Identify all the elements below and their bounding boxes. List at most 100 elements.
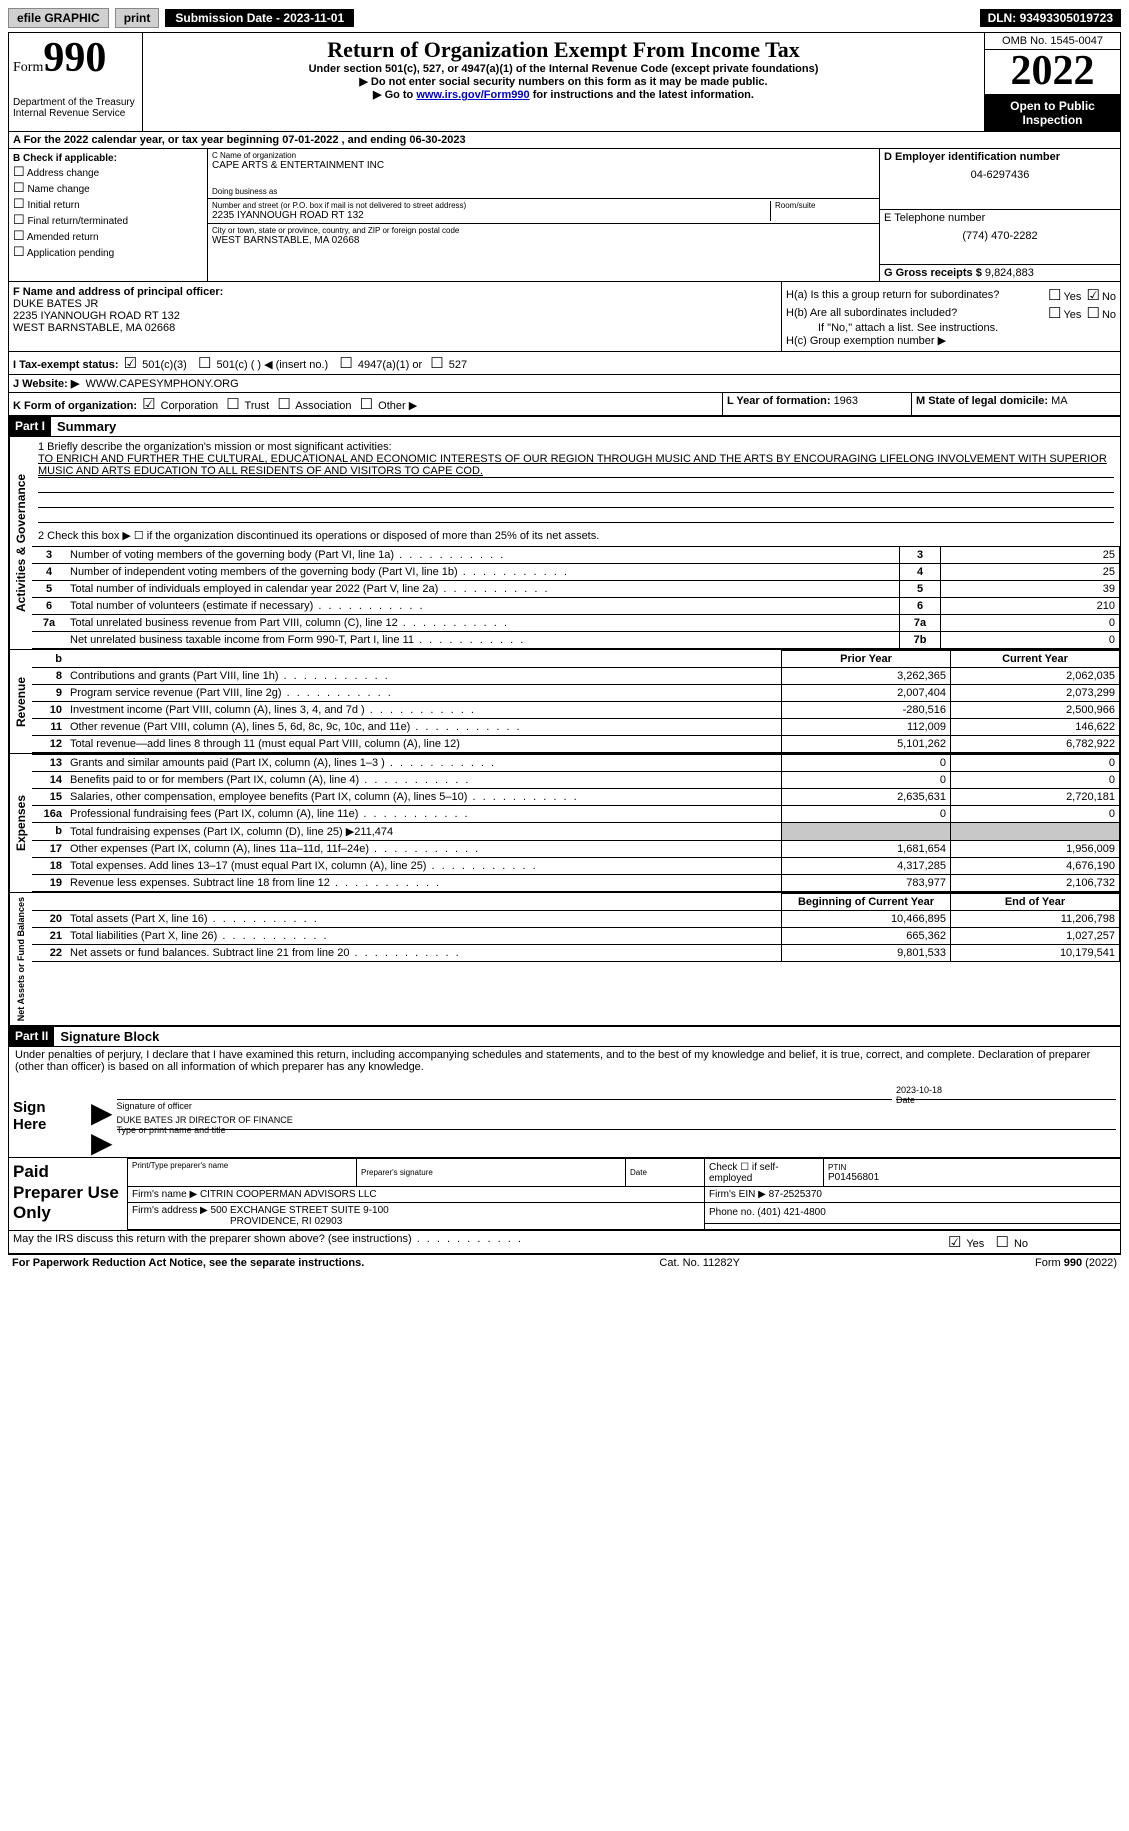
hb-no-cb[interactable]: ☐ [1086,305,1099,322]
g-gross-value: 9,824,883 [985,267,1034,279]
efile-badge: efile GRAPHIC [8,8,109,28]
cb-assoc[interactable]: ☐ [277,396,290,413]
header-left: Form990 Department of the Treasury Inter… [9,33,143,131]
note-link-pre: ▶ Go to [373,89,416,101]
f-street: 2235 IYANNOUGH ROAD RT 132 [13,310,777,322]
officer-printed-name: DUKE BATES JR DIRECTOR OF FINANCE Type o… [117,1129,1116,1153]
officer-name-value: DUKE BATES JR DIRECTOR OF FINANCE [117,1115,1116,1125]
vtab-expenses: Expenses [9,754,32,892]
part2-title: Signature Block [54,1027,165,1046]
room-label: Room/suite [775,201,875,210]
section-activities-governance: Activities & Governance 1 Briefly descri… [9,437,1120,650]
officer-h-block: F Name and address of principal officer:… [9,282,1120,352]
footer-right: Form 990 (2022) [1035,1257,1117,1269]
cb-other[interactable]: ☐ [360,396,373,413]
form-title: Return of Organization Exempt From Incom… [147,37,980,63]
netassets-table: Beginning of Current YearEnd of Year 20T… [32,893,1120,962]
i-label: I Tax-exempt status: [13,359,119,371]
footer-left: For Paperwork Reduction Act Notice, see … [12,1257,364,1269]
table-row: 7aTotal unrelated business revenue from … [32,615,1120,632]
part1-tag: Part I [9,417,51,436]
cb-corp[interactable]: ☑ [142,396,155,413]
f-label: F Name and address of principal officer: [13,286,777,298]
table-row: 15Salaries, other compensation, employee… [32,789,1120,806]
vtab-activities: Activities & Governance [9,437,32,649]
d-ein-value: 04-6297436 [884,169,1116,181]
cb-application-pending[interactable]: ☐ Application pending [13,244,203,260]
cb-501c[interactable]: ☐ [198,355,211,372]
cb-address-change[interactable]: ☐ Address change [13,164,203,180]
l-value: 1963 [834,395,858,407]
street-label: Number and street (or P.O. box if mail i… [212,201,770,210]
entity-block: B Check if applicable: ☐ Address change … [9,149,1120,282]
table-row: 18Total expenses. Add lines 13–17 (must … [32,858,1120,875]
section-revenue: Revenue bPrior YearCurrent Year 8Contrib… [9,650,1120,754]
table-row: 20Total assets (Part X, line 16)10,466,8… [32,911,1120,928]
table-row: 9Program service revenue (Part VIII, lin… [32,685,1120,702]
mission-blank-1 [38,478,1114,493]
table-row: bTotal fundraising expenses (Part IX, co… [32,823,1120,841]
discuss-no-cb[interactable]: ☐ [995,1234,1008,1251]
arrow-icon: ▶ [91,1103,113,1123]
hb-yes-cb[interactable]: ☐ [1048,305,1061,322]
city-label: City or town, state or province, country… [212,226,875,235]
cb-527[interactable]: ☐ [430,355,443,372]
cb-trust[interactable]: ☐ [226,396,239,413]
table-row: 16aProfessional fundraising fees (Part I… [32,806,1120,823]
cb-amended-return[interactable]: ☐ Amended return [13,228,203,244]
note-link: ▶ Go to www.irs.gov/Form990 for instruct… [147,88,980,101]
cb-initial-return[interactable]: ☐ Initial return [13,196,203,212]
ha-yes-cb[interactable]: ☐ [1048,287,1061,304]
table-row: 17Other expenses (Part IX, column (A), l… [32,841,1120,858]
checkbox-icon: ☐ [13,244,25,259]
cb-4947[interactable]: ☐ [339,355,352,372]
form-word: Form [13,60,43,75]
print-button[interactable]: print [115,8,160,28]
cb-final-return[interactable]: ☐ Final return/terminated [13,212,203,228]
j-label: J Website: ▶ [13,378,79,390]
org-name: CAPE ARTS & ENTERTAINMENT INC [212,160,875,171]
sign-here-label: Sign Here [9,1075,87,1157]
b-label: B Check if applicable: [13,153,203,164]
checkbox-icon: ☐ [13,196,25,211]
note-ssn: ▶ Do not enter social security numbers o… [147,75,980,88]
header-center: Return of Organization Exempt From Incom… [143,33,984,131]
paid-preparer-block: Paid Preparer Use Only Print/Type prepar… [9,1158,1120,1231]
cb-name-change[interactable]: ☐ Name change [13,180,203,196]
row-j-website: J Website: ▶ WWW.CAPESYMPHONY.ORG [9,375,1120,393]
preparer-name-field[interactable] [132,1170,352,1184]
m-value: MA [1051,395,1068,407]
c-name-label: C Name of organization [212,151,875,160]
table-row: 19Revenue less expenses. Subtract line 1… [32,875,1120,892]
preparer-table: Print/Type preparer's name Preparer's si… [127,1158,1120,1230]
part2-tag: Part II [9,1027,54,1046]
ptin-value: P01456801 [828,1172,1116,1183]
self-employed-cb[interactable]: Check ☐ if self-employed [705,1159,824,1187]
firm-addr2: PROVIDENCE, RI 02903 [132,1216,342,1227]
g-gross-label: G Gross receipts $ [884,267,985,279]
officer-date-value: 2023-10-18 [896,1085,1116,1095]
table-row: 13Grants and similar amounts paid (Part … [32,755,1120,772]
form-subtitle: Under section 501(c), 527, or 4947(a)(1)… [147,63,980,75]
date-label: Date [896,1095,915,1105]
vtab-revenue: Revenue [9,650,32,753]
street-value: 2235 IYANNOUGH ROAD RT 132 [212,210,770,221]
checkbox-icon: ☐ [13,180,25,195]
cb-501c3[interactable]: ☑ [124,355,137,372]
l-label: L Year of formation: [727,395,834,407]
table-row: 6Total number of volunteers (estimate if… [32,598,1120,615]
table-row: Net unrelated business taxable income fr… [32,632,1120,649]
ha-no-cb[interactable]: ☑ [1086,287,1099,304]
submission-label-text: Submission Date - [175,11,283,25]
irs-link[interactable]: www.irs.gov/Form990 [416,89,529,101]
revenue-table: bPrior YearCurrent Year 8Contributions a… [32,650,1120,753]
discuss-yes-cb[interactable]: ☑ [948,1234,961,1251]
hc-text: H(c) Group exemption number ▶ [786,334,1116,347]
e-phone-value: (774) 470-2282 [884,230,1116,242]
firm-phone: (401) 421-4800 [757,1207,825,1218]
expenses-table: 13Grants and similar amounts paid (Part … [32,754,1120,892]
hb-text: H(b) Are all subordinates included? [786,307,957,319]
arrow-icon: ▶ [91,1133,113,1153]
col-c-name-address: C Name of organization CAPE ARTS & ENTER… [208,149,880,281]
row-klm: K Form of organization: ☑ Corporation ☐ … [9,393,1120,416]
